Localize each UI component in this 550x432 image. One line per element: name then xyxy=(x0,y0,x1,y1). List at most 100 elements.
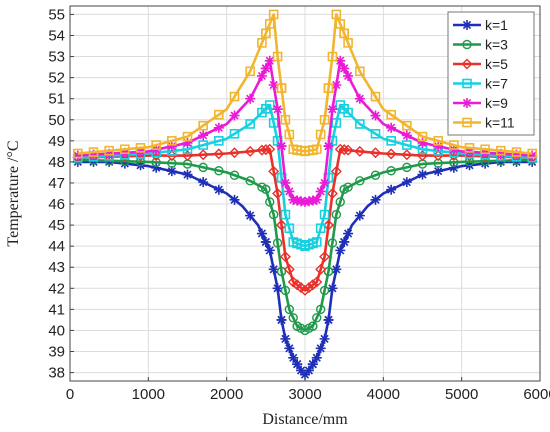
legend: k=1 k=3 k=5 k=7 k=9 k=11 xyxy=(447,11,535,136)
data-point xyxy=(167,136,177,146)
data-point xyxy=(296,365,307,376)
y-tick-label: 43 xyxy=(48,259,65,276)
data-point xyxy=(198,162,208,173)
data-point xyxy=(319,209,330,220)
y-tick-label: 53 xyxy=(48,49,65,66)
data-point xyxy=(166,141,177,152)
x-tick-label: 6000 xyxy=(523,386,550,403)
data-point xyxy=(327,283,338,294)
data-point xyxy=(331,9,342,20)
data-point xyxy=(335,197,345,207)
data-point xyxy=(335,245,346,256)
series-line xyxy=(77,148,533,292)
data-point xyxy=(229,147,240,159)
x-axis-title: Distance/mm xyxy=(262,411,348,428)
data-point xyxy=(198,120,208,131)
data-point xyxy=(338,144,350,156)
data-point xyxy=(417,150,428,162)
data-point xyxy=(370,129,381,139)
data-point xyxy=(256,70,267,81)
y-tick-label: 48 xyxy=(48,154,65,171)
data-point xyxy=(284,304,295,315)
data-point xyxy=(355,119,365,129)
data-point xyxy=(386,166,396,176)
data-point xyxy=(182,169,193,180)
data-point xyxy=(268,80,279,91)
legend-label: k=9 xyxy=(485,95,508,111)
data-point xyxy=(319,114,330,125)
data-point xyxy=(265,197,275,207)
data-point xyxy=(335,19,346,29)
data-point xyxy=(198,140,208,150)
data-point xyxy=(229,170,240,180)
data-point xyxy=(449,140,459,150)
y-tick-label: 40 xyxy=(48,322,65,339)
data-point xyxy=(311,194,322,205)
data-point xyxy=(245,176,255,186)
data-point xyxy=(343,38,353,48)
data-point xyxy=(213,148,225,160)
data-point xyxy=(261,28,271,39)
y-tick-label: 38 xyxy=(48,365,65,382)
data-point xyxy=(260,236,271,247)
data-point xyxy=(264,19,275,29)
data-point xyxy=(308,321,318,331)
data-point xyxy=(288,352,299,363)
data-point xyxy=(268,264,279,275)
data-point xyxy=(327,104,338,115)
data-point xyxy=(386,136,396,146)
data-point xyxy=(433,166,444,177)
y-tick-label: 44 xyxy=(48,238,65,255)
x-tick-label: 0 xyxy=(66,386,74,403)
data-point xyxy=(319,251,331,263)
data-point xyxy=(339,63,350,74)
data-point xyxy=(370,194,381,205)
data-point xyxy=(354,210,365,221)
data-point xyxy=(323,219,334,231)
data-point xyxy=(339,236,350,247)
y-tick-label: 52 xyxy=(48,70,65,87)
data-point xyxy=(417,131,428,142)
data-point xyxy=(280,285,291,296)
data-point xyxy=(88,149,99,160)
y-tick-label: 49 xyxy=(48,133,65,150)
data-point xyxy=(120,144,130,155)
data-point xyxy=(370,170,381,180)
data-point xyxy=(198,130,209,141)
legend-swatch-marker xyxy=(461,58,473,70)
data-point xyxy=(417,137,428,148)
data-point xyxy=(307,359,318,370)
data-point xyxy=(315,263,327,275)
data-point xyxy=(229,91,240,102)
data-point xyxy=(331,209,342,220)
data-point xyxy=(119,158,130,169)
x-tick-label: 4000 xyxy=(367,386,400,403)
data-point xyxy=(449,157,459,168)
data-point xyxy=(284,129,295,140)
data-point xyxy=(283,263,295,275)
data-point xyxy=(323,314,334,325)
data-point xyxy=(401,149,413,161)
legend-box xyxy=(447,11,535,136)
data-point xyxy=(213,122,224,133)
data-point xyxy=(480,144,490,155)
legend-label: k=3 xyxy=(485,37,508,53)
data-point xyxy=(311,276,323,288)
data-point xyxy=(256,228,267,239)
legend-swatch-marker xyxy=(462,20,472,30)
series-k-11 xyxy=(73,9,537,159)
y-tick-label: 51 xyxy=(48,91,65,108)
data-point xyxy=(327,51,338,62)
data-point xyxy=(527,150,538,161)
data-point xyxy=(260,144,272,156)
data-point xyxy=(245,66,255,77)
data-point xyxy=(386,122,397,133)
data-point xyxy=(264,245,275,256)
y-tick-label: 42 xyxy=(48,280,65,297)
data-point xyxy=(323,83,334,93)
data-point xyxy=(272,188,284,199)
series-k-3 xyxy=(73,155,537,336)
data-point xyxy=(197,149,209,161)
data-point xyxy=(73,148,83,159)
data-point xyxy=(280,114,291,125)
